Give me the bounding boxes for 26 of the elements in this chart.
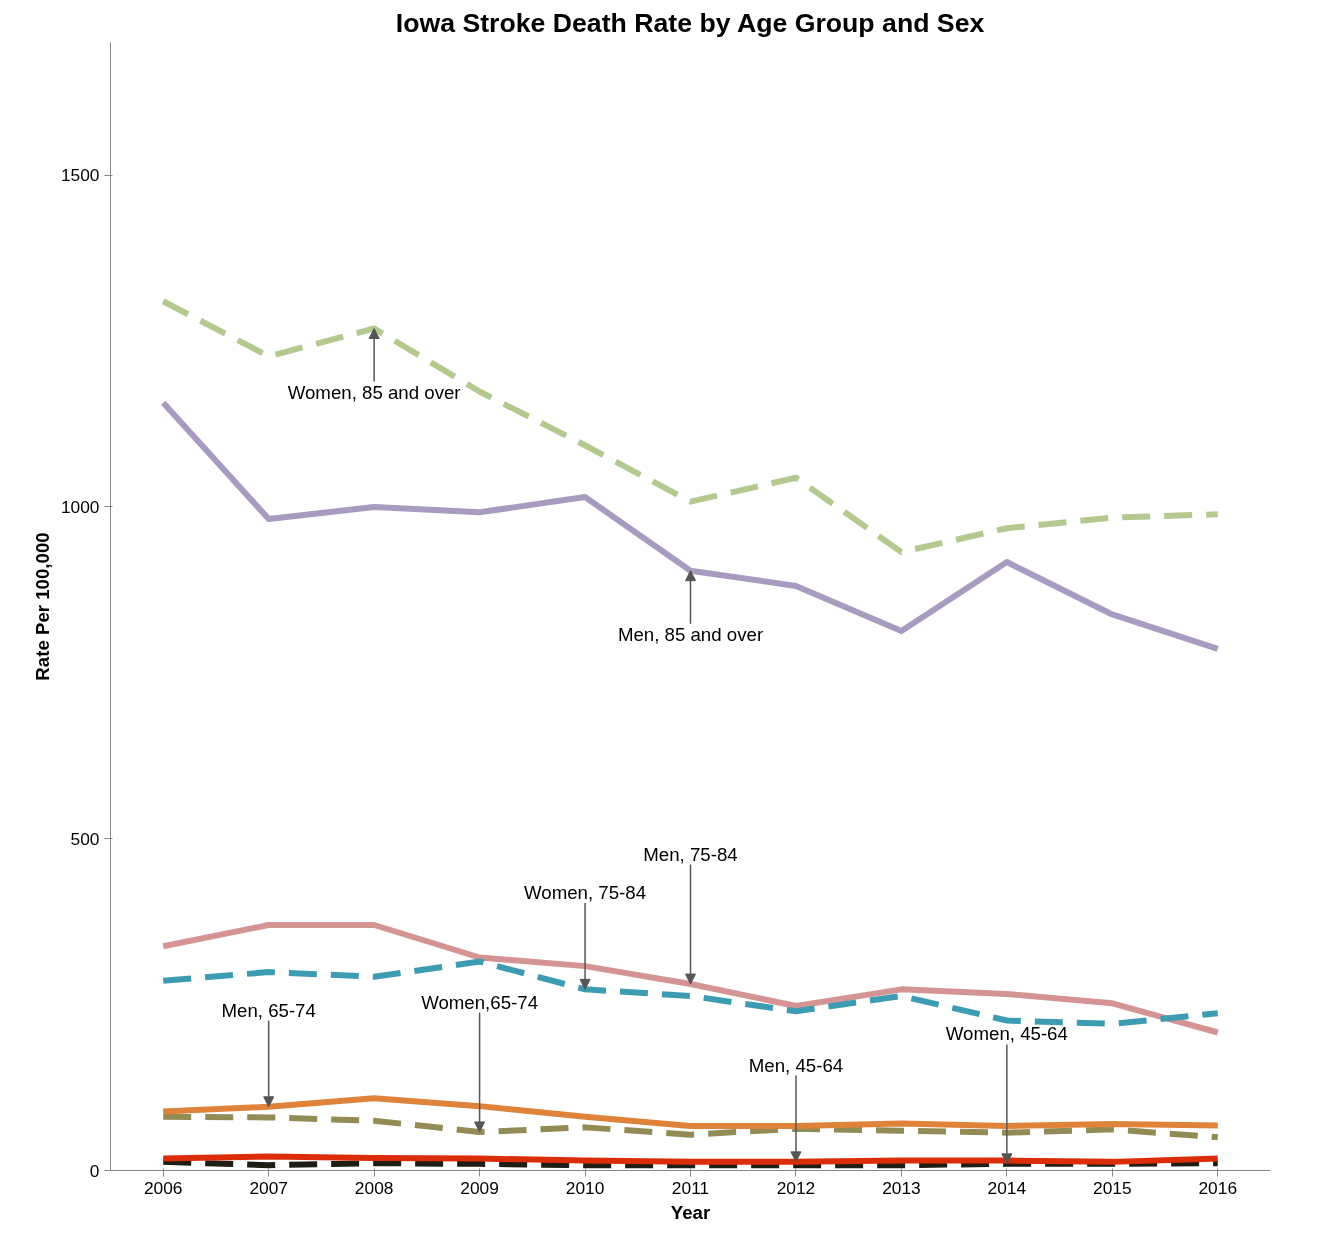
y-tick-label: 0 [89,1160,100,1181]
x-tick-label: 2008 [354,1177,394,1198]
annotation: Women,65-74 [421,991,539,1013]
x-tick-label: 2009 [460,1177,499,1198]
annotation: Women, 45-64 [945,1023,1068,1045]
annotation: Men, 45-64 [748,1054,844,1076]
y-axis-title: Rate Per 100,000 [31,532,53,681]
annotation: Men, 85 and over [617,623,764,645]
chart-title: Iowa Stroke Death Rate by Age Group and Sex [395,7,985,38]
annotation: Men, 65-74 [221,999,316,1021]
x-tick-label: 2007 [249,1177,288,1198]
annotation: Women, 85 and over [287,381,461,403]
annotation: Men, 75-84 [643,843,738,865]
y-tick-label: 1500 [60,165,100,186]
x-tick-label: 2013 [882,1177,921,1198]
x-tick-label: 2011 [671,1177,710,1198]
x-tick-label: 2006 [143,1177,183,1198]
y-tick-label: 1000 [60,496,100,517]
annotation: Women, 75-84 [524,882,647,904]
x-tick-label: 2015 [1093,1177,1132,1198]
y-tick-label: 500 [70,828,100,849]
x-tick-label: 2016 [1198,1177,1238,1198]
x-axis-title: Year [670,1201,711,1223]
x-tick-label: 2010 [565,1177,605,1198]
x-tick-label: 2012 [776,1177,816,1198]
x-tick-label: 2014 [987,1177,1027,1198]
